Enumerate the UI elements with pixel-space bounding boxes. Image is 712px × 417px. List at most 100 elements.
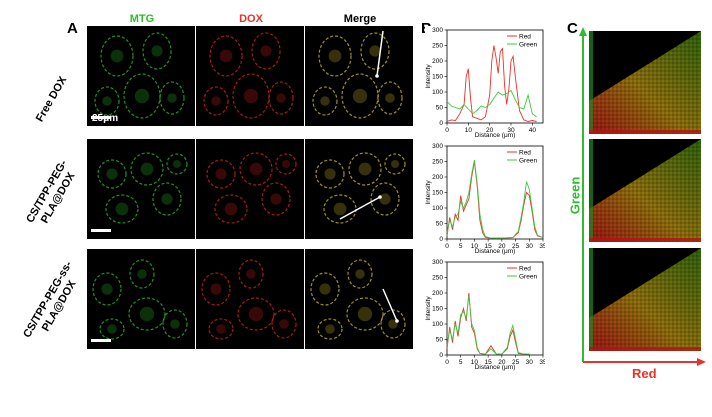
cell-nucleus [219,49,233,63]
cell-outline [346,297,384,331]
cell-outline [152,182,182,216]
y-tick-label: 100 [432,205,443,212]
y-tick-label: 50 [436,105,444,112]
cell-nucleus [216,324,226,334]
cell-nucleus [210,283,222,295]
cell-nucleus [352,88,368,104]
cell-nucleus [107,324,117,334]
cell-outline [208,318,234,340]
x-tick-label: 5 [459,359,463,366]
cell-outline [377,81,403,115]
red-axis-band [589,130,701,134]
cell-outline [203,86,229,116]
cell-outline [142,32,172,70]
cell-nucleus [355,269,365,279]
x-tick-label: 30 [526,359,534,366]
cell-nucleus [319,283,331,295]
cell-outline [323,194,357,224]
cell-nucleus [369,45,381,57]
row-label-cs-tpp-peg-pla: CS/TPP-PEG- PLA@DOX [24,158,78,226]
cell-nucleus [320,96,330,106]
cell-outline [384,153,406,175]
series-line-green [446,296,530,355]
cell-outline [238,259,264,289]
column-header-dox: DOX [239,13,263,25]
x-tick-label: 25 [512,243,520,250]
x-tick-label: 5 [459,243,463,250]
line-profile-arrow [376,30,384,77]
cell-nucleus [243,88,259,104]
cell-nucleus [161,193,173,205]
cell-outline [239,152,273,186]
x-tick-label: 10 [465,127,473,134]
cell-nucleus [211,96,221,106]
cell-outline [100,35,134,77]
y-axis-label: Intensity [425,180,432,205]
series-line-red [446,45,537,122]
cell-outline [348,152,382,186]
cell-outline [94,86,120,116]
cell-outline [315,159,345,189]
heatmap-y-axis-label: Green [567,176,583,215]
y-tick-label: 300 [432,143,443,150]
x-axis-label: Distance (μm) [475,132,516,139]
x-tick-label: 30 [526,243,534,250]
cell-outline [206,159,236,189]
scale-bar-label: 25μm [92,113,119,124]
cell-nucleus [224,202,238,216]
cell-outline [129,259,155,289]
cell-nucleus [328,49,342,63]
scale-bar [91,339,111,342]
x-tick-label: 40 [529,127,537,134]
cell-nucleus [279,319,289,329]
cell-outline [237,297,275,331]
y-tick-label: 150 [432,74,443,81]
density-band [589,139,701,242]
cell-nucleus [173,160,181,168]
x-tick-label: 20 [486,127,494,134]
cell-outline [312,86,338,116]
y-tick-label: 50 [436,221,444,228]
cell-nucleus [110,49,124,63]
legend-label-green: Green [519,157,537,164]
intensity-plot-cs-tpp-peg-pla: 0 5 10 15 20 25 30 35 0 50 100 150 200 250 300 Distance… [425,142,545,255]
x-tick-label: 25 [512,359,520,366]
x-tick-label: 30 [507,127,515,134]
scale-bar [91,116,111,119]
cell-outline [360,32,390,70]
cell-outline [166,153,188,175]
cell-nucleus [333,202,347,216]
cell-outline [310,272,340,306]
cell-outline [130,152,164,186]
red-axis-band [589,238,701,242]
y-tick-label: 250 [432,159,443,166]
cell-nucleus [358,162,372,176]
column-header-merge: Merge [343,13,377,25]
micrograph-row1-col2 [196,26,304,126]
cell-outline [128,297,166,331]
cell-outline [261,182,291,216]
y-tick-label: 150 [432,306,443,313]
x-tick-label: 15 [485,359,493,366]
line-profile-arrow [339,196,381,220]
cell-outline [162,309,188,339]
cell-outline [317,318,343,340]
intensity-plot-free-dox: 0 10 20 30 40 0 50 100 150 200 250 300 Distance (μm)… [425,26,545,139]
cell-nucleus [391,160,399,168]
micrograph-row1-col1 [87,26,195,126]
cell-nucleus [379,193,391,205]
y-axis-label: Intensity [425,296,432,321]
cell-nucleus [215,168,227,180]
y-tick-label: 100 [432,89,443,96]
cell-nucleus [385,93,395,103]
y-tick-label: 100 [432,321,443,328]
y-tick-label: 250 [432,275,443,282]
series-line-green [446,89,537,118]
cell-nucleus [276,93,286,103]
green-axis-band [589,31,593,134]
panel-label-c: C [567,20,578,37]
green-axis-band [589,139,593,242]
cell-nucleus [106,168,118,180]
x-tick-label: 10 [471,243,479,250]
series-line-green [446,159,544,239]
